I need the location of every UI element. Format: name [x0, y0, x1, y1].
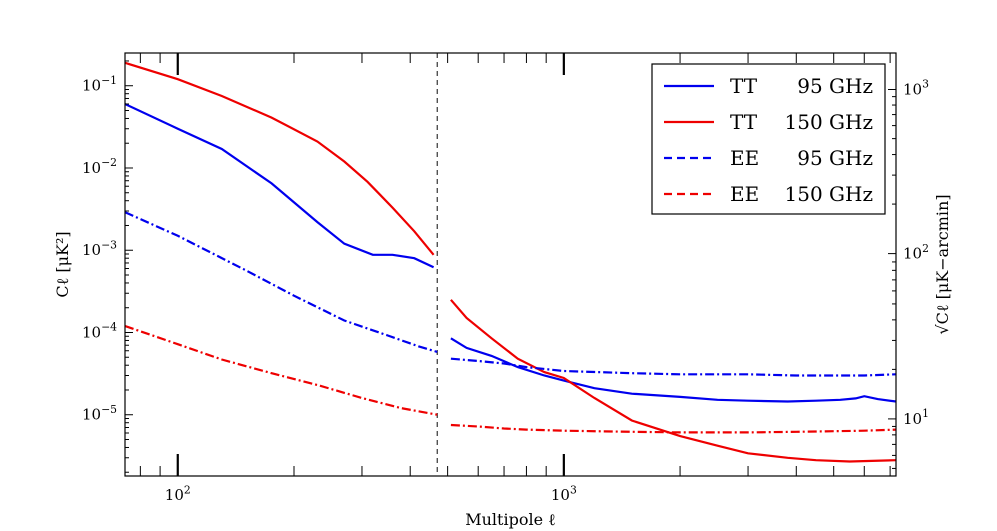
series-line-ee-150ghz-high: [450, 423, 897, 434]
legend-label-name: TT: [730, 110, 758, 134]
legend-label-freq: 95 GHz: [797, 74, 873, 98]
y2-tick-label: 102: [903, 242, 929, 263]
legend-label-freq: 150 GHz: [785, 182, 874, 206]
y-tick-label: 10−5: [82, 403, 117, 424]
y-tick-label: 10−4: [82, 321, 117, 342]
series-line-tt-95ghz-high: [450, 337, 897, 403]
x-axis-label: Multipole ℓ: [465, 510, 556, 529]
legend-box: [651, 63, 886, 215]
y-tick-label: 10−1: [82, 74, 117, 95]
y-axis-label: Cℓ [μK²]: [53, 231, 72, 297]
x-tick-label: 103: [551, 483, 577, 504]
series-line-tt-150ghz-high: [450, 299, 897, 463]
series-group: [124, 61, 897, 463]
legend-label-name: EE: [730, 146, 759, 170]
legend: TT 95 GHz TT 150 GHz EE 95 GHz EE 150 GHz: [651, 63, 886, 215]
plot-frame: [124, 52, 897, 477]
axis-labels: 102 103 10−1 10−2 10−3 10−4 10−5 103 102 101 Multi…: [53, 74, 952, 529]
series-line-tt-95ghz-low: [124, 103, 435, 269]
y-tick-label: 10−2: [82, 156, 117, 177]
series-line-tt-150ghz-low: [124, 61, 435, 256]
legend-label-freq: 150 GHz: [785, 110, 874, 134]
y-tick-label: 10−3: [82, 238, 117, 259]
series-line-ee-95ghz-high: [450, 357, 897, 377]
legend-label-freq: 95 GHz: [797, 146, 873, 170]
x-tick-label: 102: [165, 483, 191, 504]
series-line-ee-95ghz-low: [124, 211, 438, 353]
series-line-ee-150ghz-low: [124, 324, 438, 416]
y2-axis-label: √Cℓ [μK−arcmin]: [933, 194, 952, 334]
axis-ticks: [125, 53, 896, 476]
legend-label-name: TT: [730, 74, 758, 98]
y2-tick-label: 101: [903, 407, 929, 428]
y2-tick-label: 103: [903, 78, 929, 99]
legend-label-name: EE: [730, 182, 759, 206]
